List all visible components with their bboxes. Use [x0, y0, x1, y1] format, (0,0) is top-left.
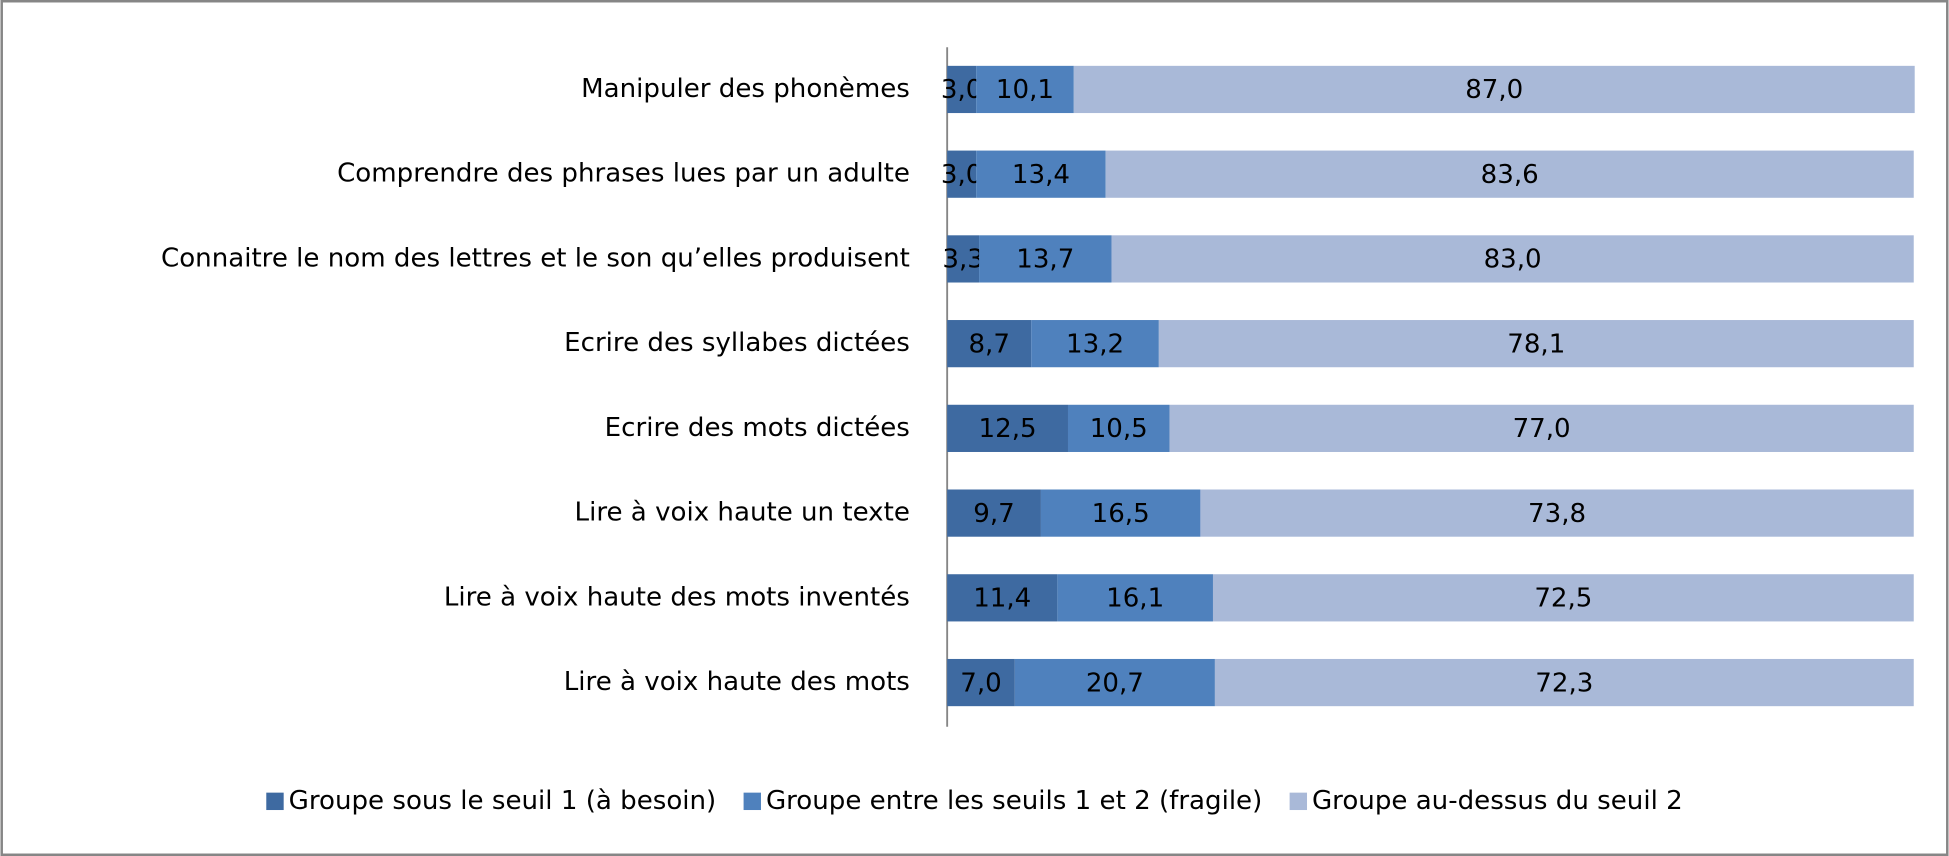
- value-label: 3,3: [942, 245, 983, 275]
- category-label: Lire à voix haute des mots inventés: [444, 582, 910, 612]
- category-label: Manipuler des phonèmes: [581, 74, 910, 104]
- bar-segment: [1057, 574, 1213, 622]
- bar-segment: [976, 150, 1106, 198]
- bar-segment: [1067, 404, 1170, 452]
- value-label: 3,0: [941, 160, 982, 190]
- value-label: 12,5: [979, 414, 1037, 444]
- value-label: 8,7: [968, 329, 1009, 359]
- category-label: Lire à voix haute un texte: [575, 498, 910, 528]
- value-label: 83,6: [1481, 160, 1539, 190]
- value-label: 13,2: [1066, 329, 1124, 359]
- value-label: 87,0: [1465, 75, 1523, 105]
- legend-label: Groupe entre les seuils 1 et 2 (fragile): [766, 786, 1262, 816]
- bar-segment: [947, 235, 980, 283]
- bar-segment: [976, 65, 1074, 114]
- bar-segment: [1073, 65, 1915, 114]
- value-label: 3,0: [941, 75, 982, 105]
- bar-segment: [1158, 320, 1914, 368]
- value-label: 7,0: [960, 668, 1001, 698]
- bar-segment: [979, 235, 1112, 283]
- value-label: 10,5: [1090, 414, 1148, 444]
- bar-segment: [1169, 404, 1914, 452]
- value-label: 77,0: [1513, 414, 1571, 444]
- value-label: 78,1: [1507, 329, 1565, 359]
- value-label: 83,0: [1484, 245, 1542, 275]
- bar-segment: [1212, 574, 1914, 622]
- legend-swatch: [1289, 792, 1308, 811]
- bar-segment: [1214, 658, 1914, 707]
- bar-segment: [947, 404, 1068, 452]
- value-label: 11,4: [973, 584, 1031, 614]
- category-label: Lire à voix haute des mots: [564, 667, 910, 697]
- legend-swatch: [743, 792, 761, 811]
- legend-label: Groupe sous le seuil 1 (à besoin): [289, 786, 717, 816]
- bar-segment: [1014, 658, 1215, 707]
- value-label: 13,4: [1012, 160, 1070, 190]
- category-label: Comprendre des phrases lues par un adult…: [337, 159, 910, 189]
- value-label: 72,3: [1535, 668, 1593, 698]
- bar-segment: [947, 574, 1058, 622]
- bar-segment: [1111, 235, 1914, 283]
- bar-segment: [947, 489, 1041, 537]
- category-label: Ecrire des mots dictées: [605, 413, 910, 443]
- bar-segment: [947, 150, 977, 198]
- value-label: 20,7: [1086, 668, 1144, 698]
- bar-segment: [947, 658, 1015, 707]
- bar-segment: [1105, 150, 1914, 198]
- value-label: 13,7: [1016, 245, 1074, 275]
- value-label: 72,5: [1534, 584, 1592, 614]
- bar-segment: [947, 65, 977, 114]
- bar-segment: [1040, 489, 1201, 537]
- bar-segment: [1200, 489, 1914, 537]
- value-label: 16,5: [1092, 499, 1150, 529]
- bar-segment: [947, 320, 1032, 368]
- legend-label: Groupe au-dessus du seuil 2: [1312, 786, 1683, 816]
- value-label: 73,8: [1528, 499, 1586, 529]
- value-label: 10,1: [996, 75, 1054, 105]
- category-label: Connaitre le nom des lettres et le son q…: [161, 243, 910, 273]
- value-label: 16,1: [1106, 584, 1164, 614]
- category-label: Ecrire des syllabes dictées: [564, 328, 910, 358]
- value-label: 9,7: [973, 499, 1014, 529]
- bar-segment: [1031, 320, 1159, 368]
- legend-swatch: [266, 792, 284, 811]
